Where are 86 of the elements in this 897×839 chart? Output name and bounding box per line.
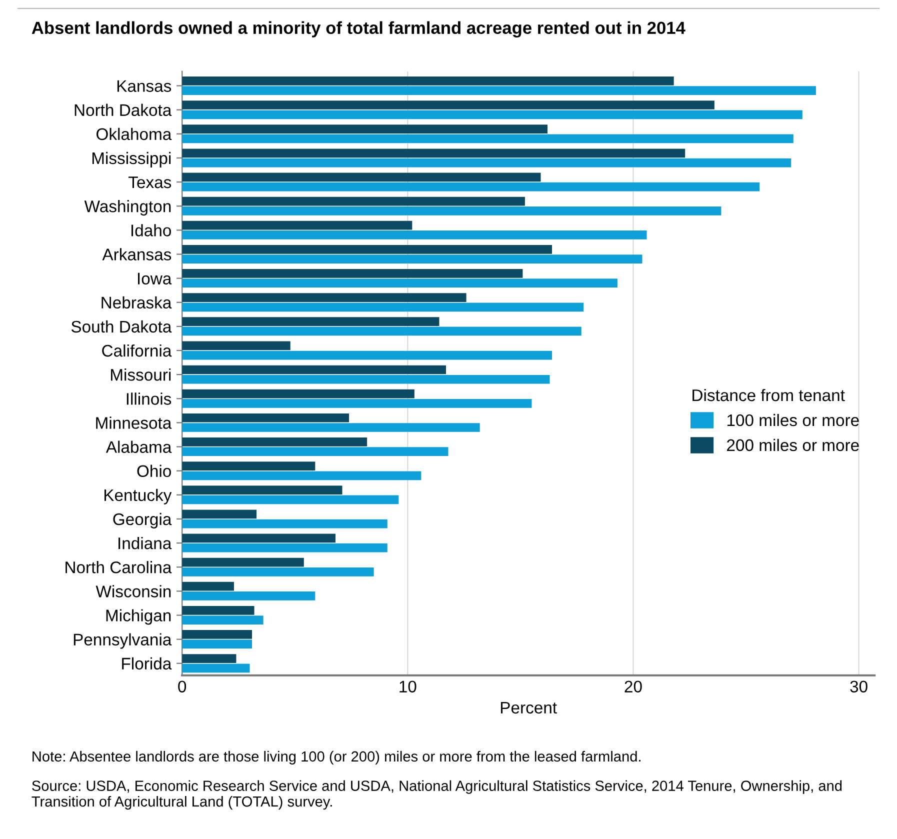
bar [182, 592, 316, 600]
y-tick-label: Missouri [111, 368, 171, 381]
y-tick-label: South Dakota [71, 320, 172, 333]
bar [182, 124, 548, 134]
bar [182, 196, 525, 206]
bar [182, 399, 532, 408]
y-tick-label: Arkansas [102, 248, 172, 260]
bar [182, 293, 466, 302]
y-tick-label: Alabama [106, 440, 172, 453]
bar [182, 134, 794, 144]
y-tick-label: Florida [122, 657, 172, 670]
bar [182, 317, 440, 326]
y-tick-label: Pennsylvania [74, 633, 172, 649]
y-tick-label: Michigan [106, 609, 171, 625]
bar [182, 519, 388, 528]
x-tick-label: 30 [850, 680, 868, 692]
bar [182, 206, 722, 216]
bar [182, 486, 342, 495]
bar [182, 365, 446, 374]
x-tick-label: 20 [624, 680, 642, 692]
bar [182, 182, 760, 192]
y-tick-label: Iowa [138, 272, 172, 284]
y-tick-label: Idaho [132, 224, 171, 236]
source-note: Source: USDA, Economic Research Service and USDA, National Agricultural Statistics Service, 2014 Tenure, Ownership, and Transition of Agricultural Land (TOTAL) survey. [32, 780, 842, 810]
y-tick-label: Georgia [113, 512, 172, 528]
bar [182, 664, 250, 673]
bar [182, 220, 412, 230]
bar [182, 278, 618, 288]
y-tick-label: North Dakota [74, 104, 172, 116]
y-tick-label: Washington [84, 200, 171, 216]
bar [182, 567, 374, 576]
legend-label: 100 miles or more [727, 414, 859, 426]
bar [182, 389, 414, 398]
y-tick-label: Nebraska [102, 296, 172, 309]
bar [182, 654, 236, 663]
bar [182, 582, 234, 591]
legend-title: Distance from tenant [692, 388, 845, 402]
bar [182, 423, 480, 432]
y-tick-label: Kentucky [104, 488, 172, 504]
x-tick-label: 0 [178, 680, 186, 692]
bar [182, 302, 584, 312]
y-tick-label: Ohio [137, 464, 171, 478]
bar [182, 558, 304, 567]
bar [182, 148, 686, 158]
bar [182, 606, 254, 615]
y-tick-label: Minnesota [96, 416, 172, 429]
legend-label: 200 miles or more [727, 438, 859, 452]
bar [182, 244, 552, 254]
y-tick-label: Indiana [118, 536, 172, 550]
bar [182, 350, 552, 360]
bar [182, 158, 792, 168]
bar [182, 543, 388, 552]
bar [182, 76, 674, 86]
text: Note: Absentee landlords are those living 100 (or 200) miles or more from the leased farmland. [32, 750, 640, 764]
bar [182, 534, 336, 543]
bar [182, 110, 802, 120]
bar [182, 100, 714, 110]
x-axis-title: Percent [500, 702, 557, 714]
bar [182, 616, 264, 624]
bar [182, 341, 290, 350]
y-tick-label: Texas [128, 176, 172, 188]
bar [182, 630, 252, 639]
bar [182, 447, 448, 456]
bar [182, 510, 257, 519]
y-tick-label: Illinois [126, 392, 172, 405]
bar [182, 495, 399, 504]
y-tick-label: Oklahoma [96, 128, 172, 140]
bar [182, 230, 647, 240]
y-tick-label: California [102, 344, 172, 357]
bar [182, 462, 316, 470]
bar [182, 374, 550, 384]
bar [182, 640, 252, 649]
bar [182, 269, 523, 278]
bar [182, 471, 422, 480]
bar [182, 254, 642, 264]
bar [182, 172, 541, 182]
y-tick-label: Kansas [117, 80, 172, 92]
chart-title: Absent landlords owned a minority of total farmland acreage rented out in 2014 [32, 21, 686, 38]
bar [182, 438, 368, 446]
bar [182, 326, 582, 336]
x-tick-label: 10 [400, 680, 416, 692]
y-tick-label: Wisconsin [96, 585, 171, 598]
bar [182, 86, 816, 95]
y-tick-label: North Carolina [66, 561, 172, 574]
bar [182, 413, 350, 422]
y-tick-label: Mississippi [92, 152, 171, 168]
